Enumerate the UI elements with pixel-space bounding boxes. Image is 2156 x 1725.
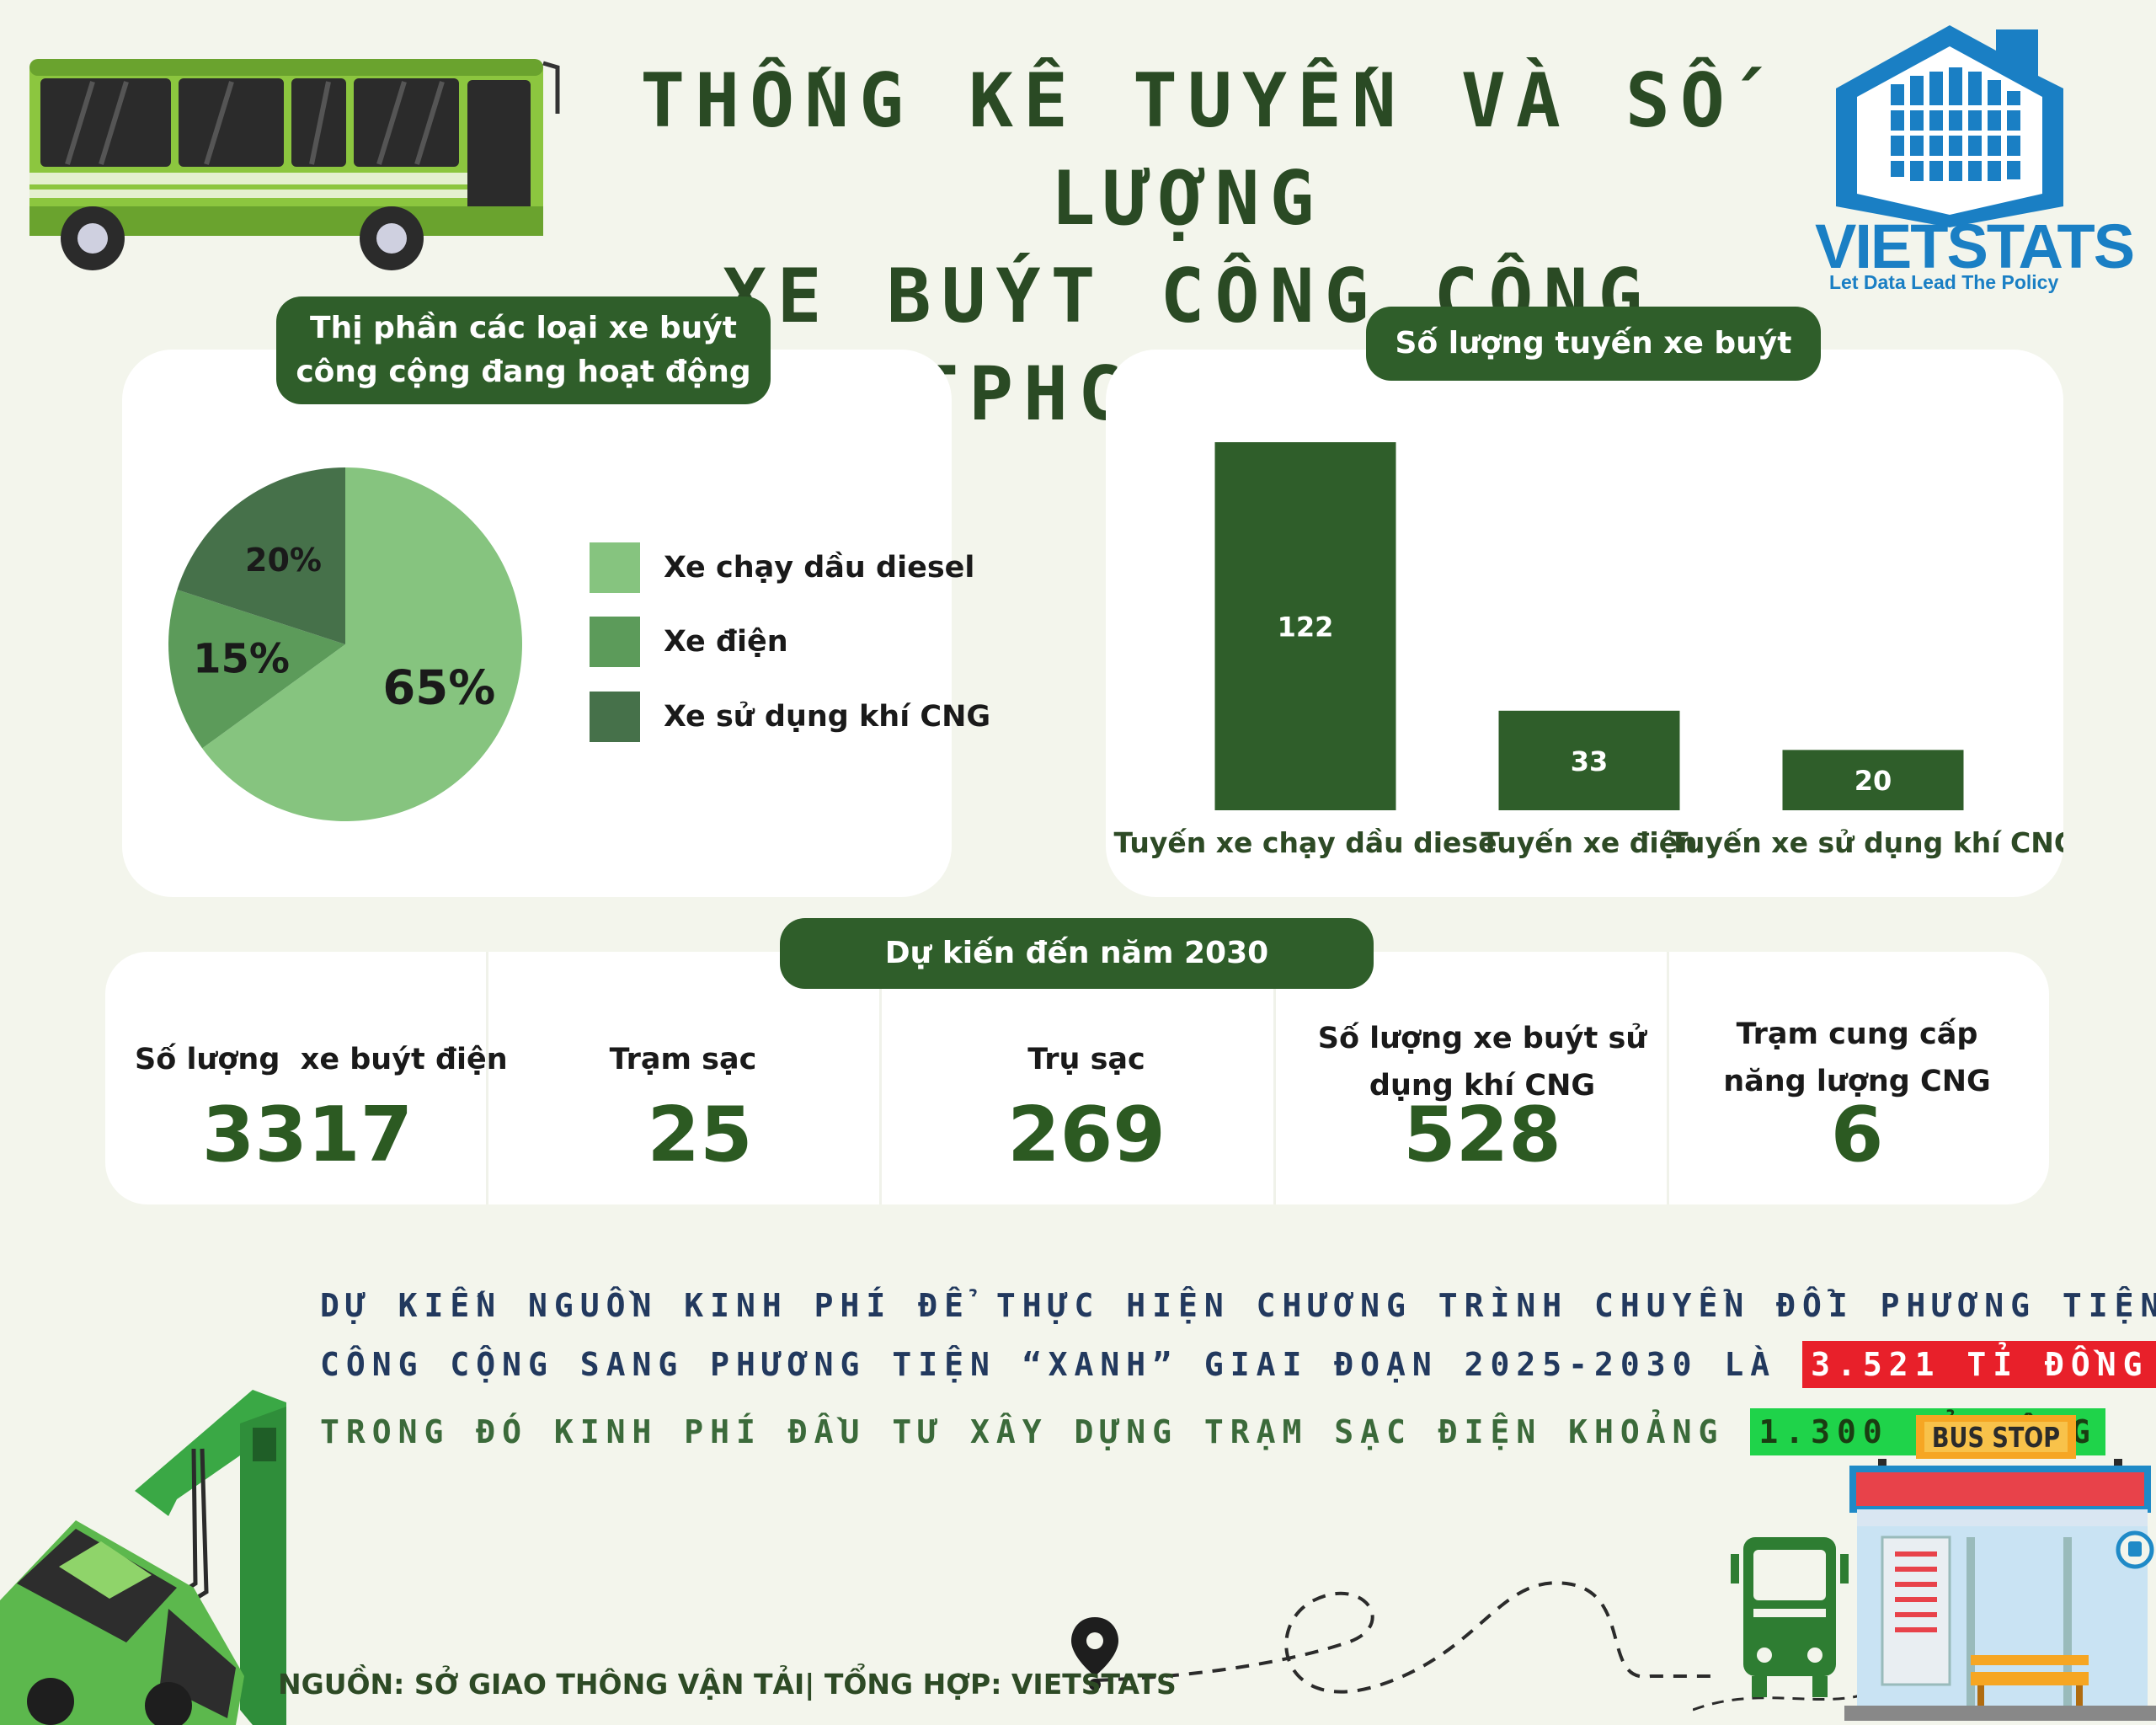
legend-swatch-cng xyxy=(590,692,640,742)
stat-label-electric-buses: Số lượng xe buýt điện xyxy=(135,1036,508,1083)
bar-value-label: 33 xyxy=(1571,745,1609,777)
pie-chart: 65% 15% 20% xyxy=(168,467,522,821)
electric-bus-charger-illustration xyxy=(0,1390,286,1725)
bar-chart: 122 Tuyến xe chạy dầu diese 33 Tuyến xe điệ… xyxy=(1114,442,2063,859)
bar-value-label: 122 xyxy=(1278,611,1334,644)
bus-illustration xyxy=(29,59,560,270)
stat-label-cng-buses: Số lượng xe buýt sử dụng khí CNG xyxy=(1280,1015,1684,1109)
legend-label-diesel: Xe chạy dầu diesel xyxy=(664,551,975,585)
bar-chart-title: Số lượng tuyến xe buýt xyxy=(1366,307,1821,381)
pie-slice xyxy=(202,467,522,821)
pie-slice xyxy=(168,590,345,749)
bus-stop-sign-text: BUS STOP xyxy=(1932,1422,2060,1454)
pie-slice-label: 15% xyxy=(193,636,290,683)
stat-value-cng-buses: 528 xyxy=(1403,1091,1561,1179)
bar-category-label: Tuyến xe chạy dầu diese xyxy=(1114,826,1497,859)
logo-name: VIETSTATS xyxy=(1815,211,2135,281)
funding-note-text: TRONG ĐÓ KINH PHÍ ĐẦU TƯ XÂY DỰNG TRẠM S… xyxy=(320,1413,1725,1450)
stat-label-line: Số lượng xe buýt điện xyxy=(135,1043,508,1076)
bar xyxy=(1782,750,1964,810)
forecast-divider xyxy=(1273,952,1276,1204)
pie-title-line-2: công cộng đang hoạt động xyxy=(296,355,751,389)
bar xyxy=(1498,710,1680,810)
legend-item-cng: Xe sử dụng khí CNG xyxy=(590,691,990,743)
pie-chart-title: Thị phần các loại xe buýt công cộng đang… xyxy=(276,296,771,404)
stat-label-line: Số lượng xe buýt sử xyxy=(1317,1022,1647,1055)
stat-label-charging-stations: Trạm sạc xyxy=(488,1036,878,1083)
funding-note-line-1: DỰ KIẾN NGUỒN KINH PHÍ ĐỂ THỰC HIỆN CHƯƠ… xyxy=(320,1287,2156,1324)
route-path-illustration xyxy=(1071,1581,1718,1694)
stat-value-electric-buses: 3317 xyxy=(201,1091,414,1179)
total-funding-highlight: 3.521 TỈ ĐỒNG xyxy=(1802,1341,2156,1388)
legend-swatch-electric xyxy=(590,617,640,667)
stat-label-line: dụng khí CNG xyxy=(1369,1069,1596,1103)
stat-value-charging-posts: 269 xyxy=(1007,1091,1166,1179)
funding-note-text: CÔNG CỘNG SANG PHƯƠNG TIỆN “XANH” GIAI Đ… xyxy=(320,1346,1777,1383)
forecast-card xyxy=(105,952,2049,1204)
forecast-divider xyxy=(879,952,882,1204)
legend-item-diesel: Xe chạy dầu diesel xyxy=(590,542,974,594)
stat-value-charging-stations: 25 xyxy=(647,1091,753,1179)
stat-value-cng-stations: 6 xyxy=(1830,1091,1884,1179)
bar-category-label: Tuyến xe sử dụng khí CNG xyxy=(1669,826,2063,859)
stat-label-line: năng lượng CNG xyxy=(1723,1065,1991,1098)
stat-label-line: Trụ sạc xyxy=(1027,1043,1145,1076)
bar-category-label: Tuyến xe điện xyxy=(1481,826,1697,859)
forecast-divider xyxy=(486,952,488,1204)
stat-label-line: Trạm cung cấp xyxy=(1736,1017,1978,1051)
bar xyxy=(1214,442,1396,810)
pie-slice-label: 65% xyxy=(382,661,495,716)
legend-swatch-diesel xyxy=(590,542,640,593)
stat-label-cng-stations: Trạm cung cấp năng lượng CNG xyxy=(1672,1011,2042,1105)
title-line-1: THỐNG KÊ TUYẾN VÀ SỐ LƯỢNG xyxy=(640,57,1735,242)
pie-slice xyxy=(177,467,345,644)
bus-stop-illustration: BUS STOP xyxy=(1693,1415,2156,1721)
bar-value-label: 20 xyxy=(1854,765,1892,797)
legend-item-electric: Xe điện xyxy=(590,616,788,668)
forecast-divider xyxy=(1667,952,1669,1204)
forecast-title: Dự kiến đến năm 2030 xyxy=(780,918,1374,989)
stat-label-line: Trạm sạc xyxy=(609,1043,757,1076)
vietstats-logo-icon xyxy=(1836,25,2063,227)
stat-label-charging-posts: Trụ sạc xyxy=(893,1036,1280,1083)
legend-label-electric: Xe điện xyxy=(664,625,788,659)
pie-slice-label: 20% xyxy=(245,542,322,579)
logo-tagline: Let Data Lead The Policy xyxy=(1829,271,2059,293)
funding-note-line-2: CÔNG CỘNG SANG PHƯƠNG TIỆN “XANH” GIAI Đ… xyxy=(320,1341,2156,1388)
legend-label-cng: Xe sử dụng khí CNG xyxy=(664,700,991,734)
source-note: NGUỒN: SỞ GIAO THÔNG VẬN TẢI| TỔNG HỢP: … xyxy=(278,1668,1177,1701)
pie-title-line-1: Thị phần các loại xe buýt xyxy=(310,311,737,345)
